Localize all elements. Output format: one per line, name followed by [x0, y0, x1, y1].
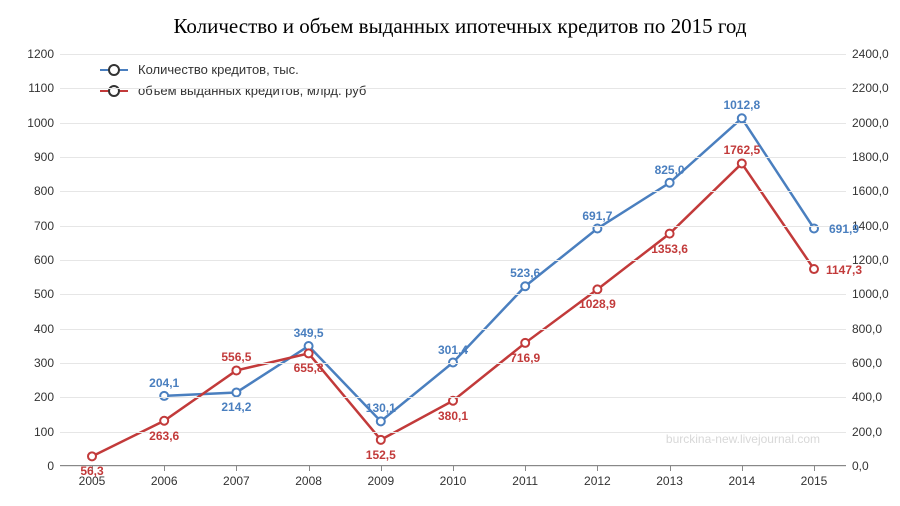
y-left-tick-label: 600: [4, 253, 54, 267]
data-label-count: 691,9: [829, 222, 859, 236]
y-left-tick-label: 500: [4, 287, 54, 301]
gridline: [60, 226, 846, 227]
x-tick: [164, 466, 165, 471]
series-marker-count: [666, 179, 674, 187]
y-left-tick-label: 100: [4, 425, 54, 439]
y-left-tick-label: 1000: [4, 116, 54, 130]
y-left-tick-label: 0: [4, 459, 54, 473]
data-label-volume: 1762,5: [723, 143, 760, 157]
gridline: [60, 329, 846, 330]
gridline: [60, 123, 846, 124]
data-label-volume: 152,5: [366, 448, 396, 462]
y-left-tick-label: 300: [4, 356, 54, 370]
data-label-volume: 1028,9: [579, 297, 616, 311]
series-marker-volume: [232, 366, 240, 374]
x-tick: [742, 466, 743, 471]
series-marker-volume: [521, 339, 529, 347]
series-marker-volume: [738, 159, 746, 167]
data-label-volume: 56,3: [80, 464, 103, 478]
y-right-tick-label: 200,0: [852, 425, 900, 439]
gridline: [60, 294, 846, 295]
series-marker-count: [738, 114, 746, 122]
y-right-tick-label: 1400,0: [852, 219, 900, 233]
series-marker-count: [377, 417, 385, 425]
x-tick-label: 2015: [801, 474, 828, 488]
series-marker-volume: [88, 452, 96, 460]
gridline: [60, 191, 846, 192]
series-marker-volume: [666, 230, 674, 238]
x-tick: [453, 466, 454, 471]
series-marker-volume: [160, 417, 168, 425]
gridline: [60, 363, 846, 364]
series-marker-volume: [810, 265, 818, 273]
series-marker-count: [160, 392, 168, 400]
x-tick: [525, 466, 526, 471]
gridline: [60, 88, 846, 89]
y-left-tick-label: 800: [4, 184, 54, 198]
y-left-tick-label: 1100: [4, 81, 54, 95]
y-right-tick-label: 400,0: [852, 390, 900, 404]
y-left-tick-label: 400: [4, 322, 54, 336]
data-label-count: 523,6: [510, 266, 540, 280]
y-right-tick-label: 2000,0: [852, 116, 900, 130]
series-line-count: [164, 118, 814, 421]
plot-area: Количество кредитов, тыс.объем выданных …: [60, 54, 846, 466]
gridline: [60, 260, 846, 261]
y-right-tick-label: 0,0: [852, 459, 900, 473]
y-right-tick-label: 1800,0: [852, 150, 900, 164]
data-label-volume: 655,8: [294, 361, 324, 375]
x-tick-label: 2009: [367, 474, 394, 488]
data-label-count: 301,4: [438, 343, 468, 357]
gridline: [60, 397, 846, 398]
x-tick: [597, 466, 598, 471]
data-label-count: 204,1: [149, 376, 179, 390]
series-marker-volume: [377, 436, 385, 444]
x-tick-label: 2010: [440, 474, 467, 488]
y-right-tick-label: 800,0: [852, 322, 900, 336]
data-label-volume: 263,6: [149, 429, 179, 443]
data-label-count: 1012,8: [723, 98, 760, 112]
x-tick: [814, 466, 815, 471]
y-left-tick-label: 200: [4, 390, 54, 404]
x-tick-label: 2007: [223, 474, 250, 488]
chart-title: Количество и объем выданных ипотечных кр…: [80, 14, 840, 39]
gridline: [60, 54, 846, 55]
x-tick: [670, 466, 671, 471]
data-label-count: 214,2: [221, 400, 251, 414]
x-tick: [309, 466, 310, 471]
y-right-tick-label: 600,0: [852, 356, 900, 370]
x-tick-label: 2011: [512, 474, 538, 488]
y-left-tick-label: 700: [4, 219, 54, 233]
y-right-tick-label: 1000,0: [852, 287, 900, 301]
series-marker-count: [521, 282, 529, 290]
x-tick-label: 2008: [295, 474, 322, 488]
data-label-count: 349,5: [294, 326, 324, 340]
data-label-count: 130,1: [366, 401, 396, 415]
y-right-tick-label: 2400,0: [852, 47, 900, 61]
y-right-tick-label: 1600,0: [852, 184, 900, 198]
series-marker-count: [232, 388, 240, 396]
series-marker-volume: [305, 349, 313, 357]
x-tick-label: 2006: [151, 474, 178, 488]
y-left-tick-label: 900: [4, 150, 54, 164]
x-tick: [381, 466, 382, 471]
data-label-volume: 1353,6: [651, 242, 688, 256]
x-tick: [236, 466, 237, 471]
y-left-tick-label: 1200: [4, 47, 54, 61]
data-label-count: 691,7: [582, 209, 612, 223]
data-label-count: 825,0: [655, 163, 685, 177]
data-label-volume: 556,5: [221, 350, 251, 364]
x-tick-label: 2013: [656, 474, 683, 488]
data-label-volume: 716,9: [510, 351, 540, 365]
x-tick-label: 2012: [584, 474, 611, 488]
watermark: burckina-new.livejournal.com: [666, 432, 820, 446]
y-right-tick-label: 2200,0: [852, 81, 900, 95]
data-label-volume: 380,1: [438, 409, 468, 423]
x-tick-label: 2014: [728, 474, 755, 488]
chart-container: Количество и объем выданных ипотечных кр…: [0, 0, 900, 506]
series-marker-volume: [593, 285, 601, 293]
data-label-volume: 1147,3: [826, 263, 862, 277]
